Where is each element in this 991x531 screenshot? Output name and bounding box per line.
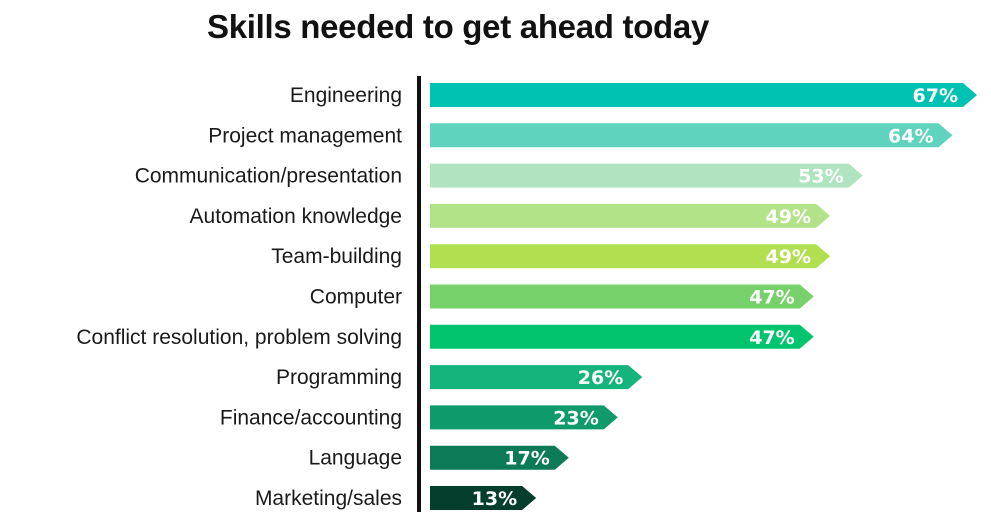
- value-label: 64%: [888, 125, 933, 147]
- bar: [430, 163, 863, 188]
- value-label: 17%: [504, 448, 549, 470]
- category-label: Computer: [310, 286, 402, 309]
- bar: [430, 203, 831, 228]
- category-label: Automation knowledge: [190, 205, 402, 228]
- value-label: 49%: [766, 246, 811, 268]
- value-label: 26%: [578, 367, 623, 389]
- category-label: Language: [309, 447, 402, 470]
- bar: [430, 123, 953, 148]
- bar: [430, 445, 569, 470]
- category-label: Marketing/sales: [255, 487, 402, 510]
- category-label: Finance/accounting: [220, 406, 402, 429]
- value-label: 23%: [553, 407, 598, 429]
- bar: [430, 486, 537, 510]
- value-label: 47%: [749, 327, 794, 349]
- category-label: Engineering: [290, 84, 402, 107]
- category-label: Conflict resolution, problem solving: [76, 326, 402, 349]
- value-label: 13%: [472, 488, 517, 510]
- value-label: 47%: [749, 287, 794, 309]
- bar: [430, 405, 618, 430]
- chart-title: Skills needed to get ahead today: [206, 8, 710, 45]
- category-label: Project management: [208, 124, 402, 147]
- category-label: Programming: [276, 366, 402, 389]
- bar: [430, 244, 831, 269]
- category-label: Team-building: [271, 245, 402, 268]
- category-label: Communication/presentation: [135, 165, 402, 188]
- bar: [430, 365, 643, 390]
- bar: [430, 83, 977, 107]
- bar: [430, 324, 814, 349]
- value-label: 67%: [913, 85, 958, 107]
- bar: [430, 284, 814, 309]
- value-label: 49%: [766, 206, 811, 228]
- value-label: 53%: [798, 166, 843, 188]
